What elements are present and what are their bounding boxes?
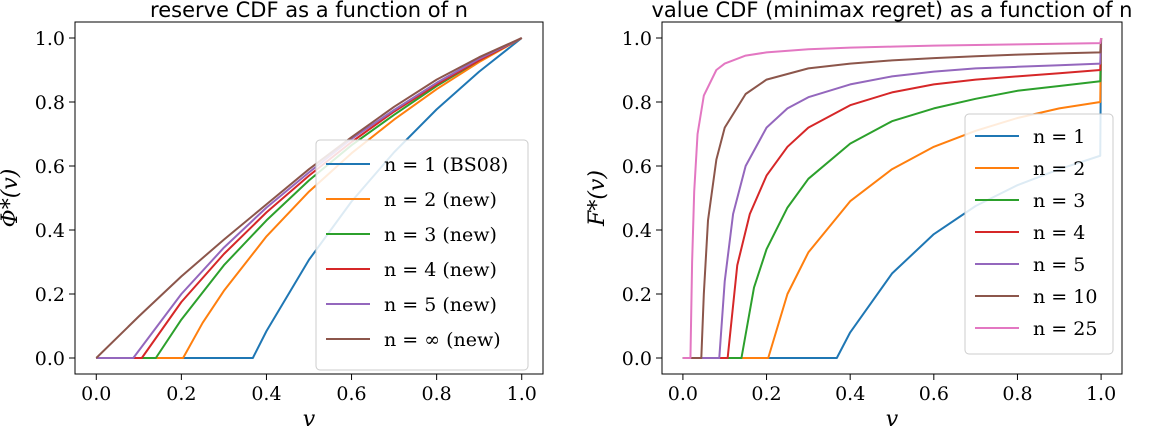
y-tick-label: 0.4 <box>35 220 65 242</box>
x-tick-label: 0.8 <box>1002 383 1032 405</box>
legend: n = 1 (BS08) n = 2 (new) n = 3 (new) n = 4 … <box>315 139 529 371</box>
plot-frame <box>74 21 544 375</box>
series-line-1 <box>682 37 1103 359</box>
legend-label-2: n = 3 (new) <box>384 224 497 246</box>
series-line-1 <box>96 37 523 359</box>
y-axis-label: F*(v) <box>585 170 610 227</box>
y-tick-label: 0.2 <box>622 284 652 306</box>
legend: n = 1 n = 2 n = 3 n = 4 n = 5 n = 10 n = 25 <box>964 113 1114 355</box>
legend-label-5: n = ∞ (new) <box>384 329 501 351</box>
chart-title: reserve CDF as a function of n <box>150 0 468 22</box>
x-axis-label: v <box>303 407 316 432</box>
x-tick-label: 0.2 <box>166 383 196 405</box>
legend-label-4: n = 5 (new) <box>384 294 497 316</box>
x-tick-label: 0.8 <box>422 383 452 405</box>
y-tick-label: 0.2 <box>35 284 65 306</box>
x-tick-label: 1.0 <box>1086 383 1116 405</box>
legend-frame <box>315 139 529 371</box>
legend-label-1: n = 2 (new) <box>384 189 497 211</box>
legend-label-1: n = 2 <box>1033 158 1085 180</box>
legend-label-2: n = 3 <box>1033 190 1085 212</box>
legend-label-0: n = 1 (BS08) <box>384 154 508 176</box>
legend-label-3: n = 4 (new) <box>384 259 497 281</box>
series-line-4 <box>682 37 1103 359</box>
x-axis-label: v <box>886 407 899 432</box>
legend-label-6: n = 25 <box>1033 318 1097 340</box>
legend-label-5: n = 10 <box>1033 286 1097 308</box>
x-tick-label: 1.0 <box>507 383 537 405</box>
series-group <box>95 37 523 359</box>
series-line-5 <box>95 37 523 359</box>
plot-frame <box>661 21 1123 375</box>
y-tick-label: 0.6 <box>622 156 652 178</box>
y-tick-label: 1.0 <box>35 28 65 50</box>
chart-title: value CDF (minimax regret) as a function… <box>651 0 1132 22</box>
y-tick-label: 1.0 <box>622 28 652 50</box>
y-tick-label: 0.8 <box>35 92 65 114</box>
series-line-4 <box>96 37 523 359</box>
reserve-cdf-chart: reserve CDF as a function of n 0.0 0.2 0.4 0… <box>0 0 544 432</box>
x-tick-label: 0.0 <box>668 383 698 405</box>
y-tick-label: 0.8 <box>622 92 652 114</box>
value-cdf-chart: value CDF (minimax regret) as a function… <box>585 0 1133 432</box>
legend-label-3: n = 4 <box>1033 222 1085 244</box>
series-line-3 <box>96 37 523 359</box>
y-tick-label: 0.6 <box>35 156 65 178</box>
legend-label-0: n = 1 <box>1033 126 1085 148</box>
series-line-3 <box>682 37 1103 359</box>
legend-frame <box>964 113 1114 355</box>
series-line-5 <box>682 37 1103 359</box>
y-tick-label: 0.4 <box>622 220 652 242</box>
x-tick-label: 0.6 <box>336 383 366 405</box>
y-tick-label: 0.0 <box>622 348 652 370</box>
legend-label-4: n = 5 <box>1033 254 1085 276</box>
y-tick-label: 0.0 <box>35 348 65 370</box>
x-tick-label: 0.6 <box>919 383 949 405</box>
series-line-6 <box>682 37 1103 359</box>
x-tick-label: 0.0 <box>81 383 111 405</box>
x-tick-label: 0.4 <box>835 383 865 405</box>
x-tick-label: 0.2 <box>751 383 781 405</box>
series-line-2 <box>682 37 1103 359</box>
series-group <box>682 37 1103 359</box>
x-tick-label: 0.4 <box>251 383 281 405</box>
y-axis-label: Φ*(v) <box>0 169 23 228</box>
